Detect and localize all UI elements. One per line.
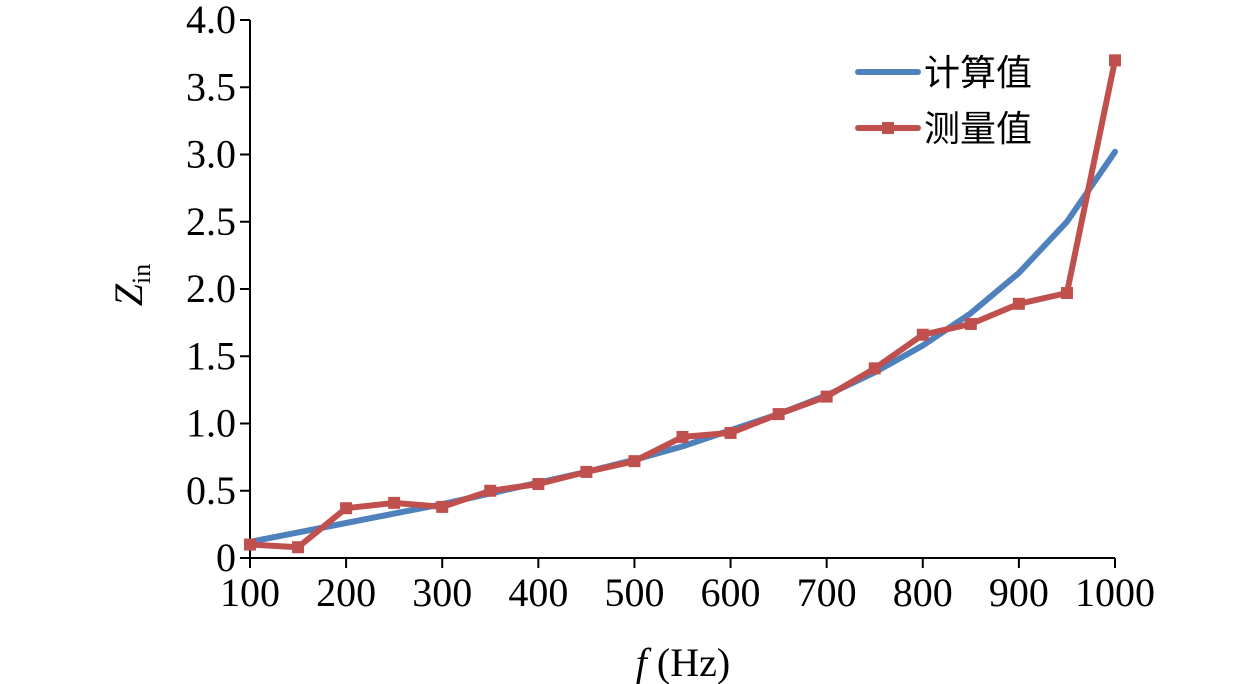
data-point xyxy=(580,465,593,478)
x-tick-label: 400 xyxy=(508,570,568,615)
series-2 xyxy=(244,54,1121,554)
y-tick-label: 1.5 xyxy=(186,333,236,378)
data-point xyxy=(244,538,256,551)
x-tick-label: 800 xyxy=(893,570,953,615)
x-axis-unit: (Hz) xyxy=(647,640,730,684)
data-point xyxy=(628,455,641,468)
legend-marker xyxy=(882,122,894,134)
legend-label: 测量值 xyxy=(924,109,1032,150)
y-tick-label: 0.5 xyxy=(186,468,236,513)
x-tick-label: 600 xyxy=(701,570,761,615)
legend-label: 计算值 xyxy=(924,53,1032,94)
x-tick-label: 1000 xyxy=(1075,570,1155,615)
data-point xyxy=(1060,287,1073,300)
data-point xyxy=(1017,271,1021,275)
x-tick-label: 500 xyxy=(604,570,664,615)
data-point xyxy=(820,390,833,403)
data-point xyxy=(868,362,881,375)
data-point xyxy=(532,478,545,491)
y-axis-var: Z xyxy=(106,283,151,306)
data-point xyxy=(1109,54,1121,67)
series-1 xyxy=(247,148,1118,545)
data-point xyxy=(916,328,929,341)
data-point xyxy=(484,484,497,497)
data-point xyxy=(676,430,689,443)
data-point xyxy=(1113,150,1117,154)
data-point xyxy=(392,512,396,516)
x-tick-label: 300 xyxy=(412,570,472,615)
data-point xyxy=(724,426,737,439)
legend-item: 计算值 xyxy=(855,53,1032,94)
data-point xyxy=(340,502,353,515)
x-tick-label: 700 xyxy=(797,570,857,615)
x-tick-label: 100 xyxy=(220,570,280,615)
x-ticks: 100 200 300 400 500 600 700 800 900 1000 xyxy=(220,558,1155,615)
data-point xyxy=(436,500,449,513)
x-tick-label: 900 xyxy=(989,570,1049,615)
data-point xyxy=(681,444,684,448)
y-tick-label: 3.0 xyxy=(186,132,236,177)
axes xyxy=(249,20,1115,559)
data-point xyxy=(388,496,401,509)
data-point xyxy=(1065,220,1069,224)
data-point xyxy=(344,521,348,525)
data-point xyxy=(292,541,305,554)
legend-item: 测量值 xyxy=(855,109,1032,150)
data-point xyxy=(969,311,973,315)
y-tick-label: 3.5 xyxy=(186,64,236,109)
y-tick-label: 2.5 xyxy=(186,199,236,244)
data-point xyxy=(921,343,925,347)
y-tick-label: 0 xyxy=(216,535,236,580)
y-tick-label: 2.0 xyxy=(186,266,236,311)
y-ticks: 0 0.5 1.0 1.5 2.0 2.5 3.0 3.5 4.0 xyxy=(186,0,250,580)
data-point xyxy=(296,530,300,534)
data-point xyxy=(1012,297,1025,310)
data-point xyxy=(772,408,785,421)
y-axis-title: Zin xyxy=(106,264,156,306)
y-axis-sub: in xyxy=(127,264,156,284)
series-line xyxy=(247,148,1118,545)
series-layer xyxy=(244,54,1121,554)
x-axis-title: f (Hz) xyxy=(636,640,730,684)
data-point xyxy=(964,317,977,330)
y-tick-label: 1.0 xyxy=(186,401,236,446)
x-tick-label: 200 xyxy=(316,570,376,615)
y-tick-label: 4.0 xyxy=(186,0,236,42)
